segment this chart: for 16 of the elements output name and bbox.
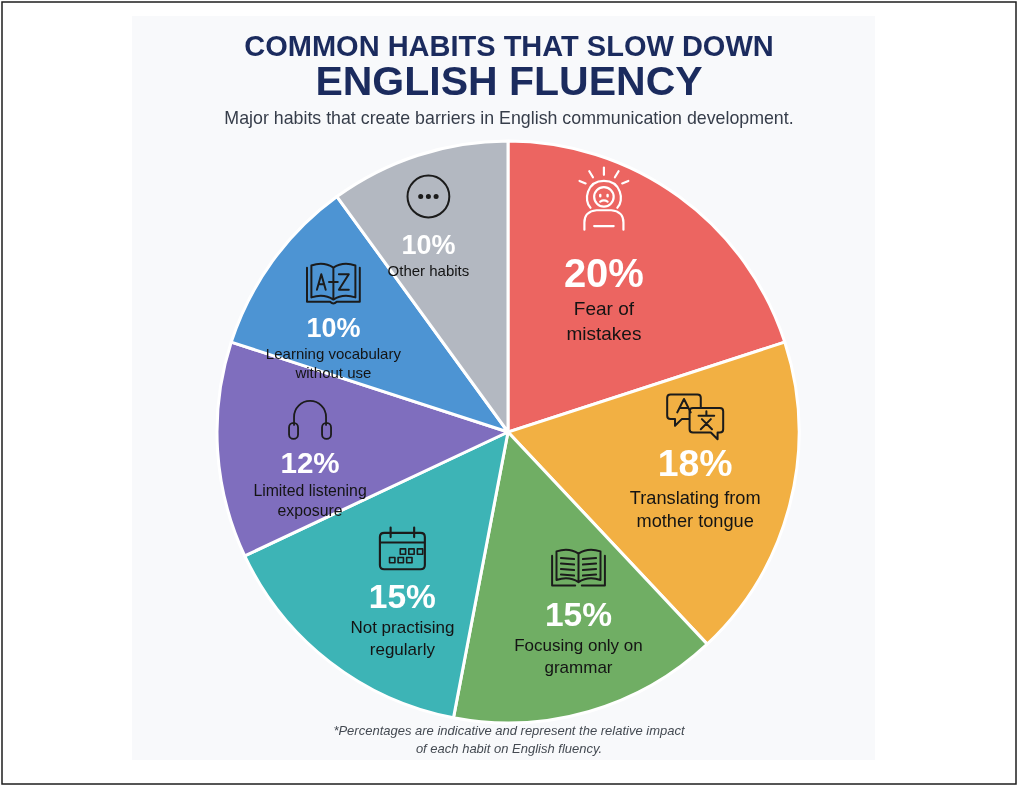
slice-label: Limited listening exposure	[253, 481, 367, 520]
data-label: 10%	[401, 230, 456, 261]
data-label: 18%	[657, 442, 733, 485]
slice-label: Other habits	[387, 261, 470, 279]
data-label: 15%	[368, 577, 436, 615]
slice-label: Translating from mother tongue	[629, 487, 761, 532]
chart-title: COMMON HABITS THAT SLOW DOWN ENGLISH FLUENCY	[244, 30, 774, 104]
chart-subtitle: Major habits that create barriers in English communication development.	[224, 108, 794, 128]
text: *Percentages are indicative and represent the relative impact of each habit on English fluency.	[333, 723, 686, 756]
data-label: 15%	[544, 595, 613, 633]
data-label: 12%	[280, 445, 340, 479]
data-label: 10%	[306, 312, 361, 343]
slice-label: Fear of mistakes	[566, 298, 642, 344]
slice-label: Focusing only on grammar	[514, 635, 643, 678]
slice-label: Not practising regularly	[350, 618, 455, 660]
data-label: 20%	[563, 250, 644, 295]
